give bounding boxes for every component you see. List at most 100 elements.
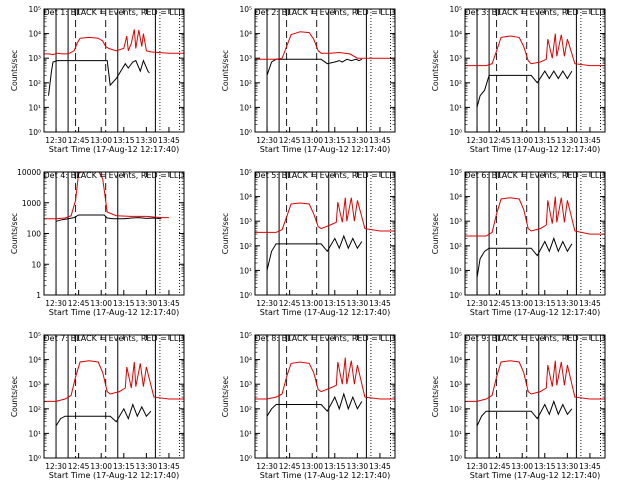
x-tick-label: 13:45 bbox=[158, 136, 180, 145]
y-tick-label: 10⁵ bbox=[449, 168, 462, 177]
x-tick-label: 13:45 bbox=[579, 136, 601, 145]
x-tick-label: 13:30 bbox=[347, 462, 369, 471]
y-tick-label: 10¹ bbox=[28, 429, 41, 438]
x-tick-label: 13:30 bbox=[136, 136, 158, 145]
x-tick-label: 13:45 bbox=[369, 462, 391, 471]
panel-det-4: 1 10 100 1000 10000 12:30 12:45 13:00 13:15 13:30… bbox=[10, 168, 185, 317]
panel-title: Det 1: BLACK = Events, RED = LLD bbox=[44, 8, 185, 17]
x-tick-label: 13:30 bbox=[557, 462, 579, 471]
x-tick-label: 13:45 bbox=[369, 136, 391, 145]
x-axis-label: Start Time (17-Aug-12 12:17:40) bbox=[49, 471, 180, 480]
x-axis-label: Start Time (17-Aug-12 12:17:40) bbox=[260, 308, 391, 317]
x-tick-label: 13:30 bbox=[347, 299, 369, 308]
x-tick-label: 13:45 bbox=[579, 462, 601, 471]
y-axis-label: Counts/sec bbox=[10, 50, 19, 91]
y-axis-label: Counts/sec bbox=[10, 376, 19, 417]
x-tick-label: 12:45 bbox=[489, 136, 511, 145]
y-tick-label: 10⁴ bbox=[239, 193, 252, 202]
y-tick-label: 10⁵ bbox=[449, 5, 462, 14]
y-tick-label: 10⁰ bbox=[449, 128, 462, 137]
y-tick-label: 10⁵ bbox=[239, 168, 252, 177]
y-tick-label: 10³ bbox=[239, 217, 252, 226]
x-tick-label: 12:45 bbox=[68, 462, 90, 471]
panel-title: Det 4: BLACK = Events, RED = LLD bbox=[44, 171, 185, 180]
series-events-line bbox=[266, 392, 363, 417]
y-axis-label: Counts/sec bbox=[10, 213, 19, 254]
y-tick-label: 10⁵ bbox=[239, 5, 252, 14]
x-tick-label: 12:45 bbox=[279, 136, 301, 145]
y-tick-label: 10000 bbox=[17, 168, 41, 177]
panel-title: Det 2: BLACK = Events, RED = LLD bbox=[255, 8, 396, 17]
panel-title: Det 8: BLACK = Events, RED = LLD bbox=[255, 334, 396, 343]
series-events-line bbox=[476, 236, 573, 278]
x-tick-label: 12:30 bbox=[45, 462, 67, 471]
plot-frame bbox=[43, 171, 185, 296]
x-axis-label: Start Time (17-Aug-12 12:17:40) bbox=[49, 145, 180, 154]
panel-title: Det 3: BLACK = Events, RED = LLD bbox=[465, 8, 606, 17]
x-tick-label: 12:30 bbox=[45, 299, 67, 308]
plot-frame bbox=[254, 8, 396, 133]
x-axis-label: Start Time (17-Aug-12 12:17:40) bbox=[260, 471, 391, 480]
x-tick-label: 12:45 bbox=[279, 462, 301, 471]
x-axis-label: Start Time (17-Aug-12 12:17:40) bbox=[470, 308, 601, 317]
x-tick-label: 13:15 bbox=[534, 299, 556, 308]
x-tick-label: 13:15 bbox=[324, 462, 346, 471]
plot-frame bbox=[464, 334, 606, 459]
series-lld-line bbox=[44, 172, 169, 220]
plot-frame bbox=[43, 8, 185, 133]
x-tick-label: 13:15 bbox=[324, 299, 346, 308]
panel-title: Det 9: BLACK = Events, RED = LLD bbox=[465, 334, 606, 343]
x-tick-label: 13:30 bbox=[136, 462, 158, 471]
x-tick-label: 13:30 bbox=[557, 299, 579, 308]
x-tick-label: 13:15 bbox=[113, 299, 135, 308]
series-events-line bbox=[55, 402, 152, 427]
series-events-line bbox=[48, 59, 150, 96]
y-tick-label: 100 bbox=[27, 230, 42, 239]
x-tick-label: 13:00 bbox=[90, 136, 112, 145]
y-tick-label: 10⁴ bbox=[28, 30, 41, 39]
x-tick-label: 12:30 bbox=[256, 299, 278, 308]
x-tick-label: 13:15 bbox=[324, 136, 346, 145]
y-tick-label: 10⁴ bbox=[449, 356, 462, 365]
series-lld-line bbox=[465, 360, 605, 402]
series-lld-line bbox=[255, 357, 395, 400]
x-tick-label: 12:45 bbox=[489, 462, 511, 471]
x-tick-label: 12:45 bbox=[68, 136, 90, 145]
y-tick-label: 10⁴ bbox=[28, 356, 41, 365]
x-tick-label: 13:30 bbox=[347, 136, 369, 145]
y-tick-label: 10² bbox=[239, 242, 252, 251]
series-events-line bbox=[55, 214, 162, 222]
x-axis-label: Start Time (17-Aug-12 12:17:40) bbox=[470, 145, 601, 154]
y-tick-label: 10³ bbox=[449, 217, 462, 226]
panel-title: Det 7: BLACK = Events, RED = LLD bbox=[44, 334, 185, 343]
x-tick-label: 12:30 bbox=[256, 462, 278, 471]
series-lld-line bbox=[44, 29, 184, 56]
panel-title: Det 5: BLACK = Events, RED = LLD bbox=[255, 171, 396, 180]
y-tick-label: 10¹ bbox=[239, 429, 252, 438]
y-tick-label: 10⁵ bbox=[28, 331, 41, 340]
series-lld-line bbox=[465, 196, 605, 237]
x-tick-label: 13:45 bbox=[579, 299, 601, 308]
x-tick-label: 13:15 bbox=[534, 136, 556, 145]
x-tick-label: 13:45 bbox=[158, 462, 180, 471]
x-tick-label: 12:45 bbox=[489, 299, 511, 308]
y-tick-label: 10³ bbox=[28, 380, 41, 389]
x-tick-label: 12:30 bbox=[466, 299, 488, 308]
y-tick-label: 10² bbox=[449, 242, 462, 251]
plot-frame bbox=[464, 8, 606, 133]
y-tick-label: 10⁴ bbox=[239, 356, 252, 365]
x-axis-label: Start Time (17-Aug-12 12:17:40) bbox=[260, 145, 391, 154]
y-tick-label: 10³ bbox=[28, 54, 41, 63]
x-tick-label: 13:15 bbox=[534, 462, 556, 471]
x-tick-label: 13:00 bbox=[301, 299, 323, 308]
series-lld-line bbox=[44, 360, 184, 402]
y-tick-label: 10³ bbox=[449, 54, 462, 63]
y-axis-label: Counts/sec bbox=[431, 50, 440, 91]
series-lld-line bbox=[255, 197, 395, 233]
series-events-line bbox=[266, 234, 363, 271]
